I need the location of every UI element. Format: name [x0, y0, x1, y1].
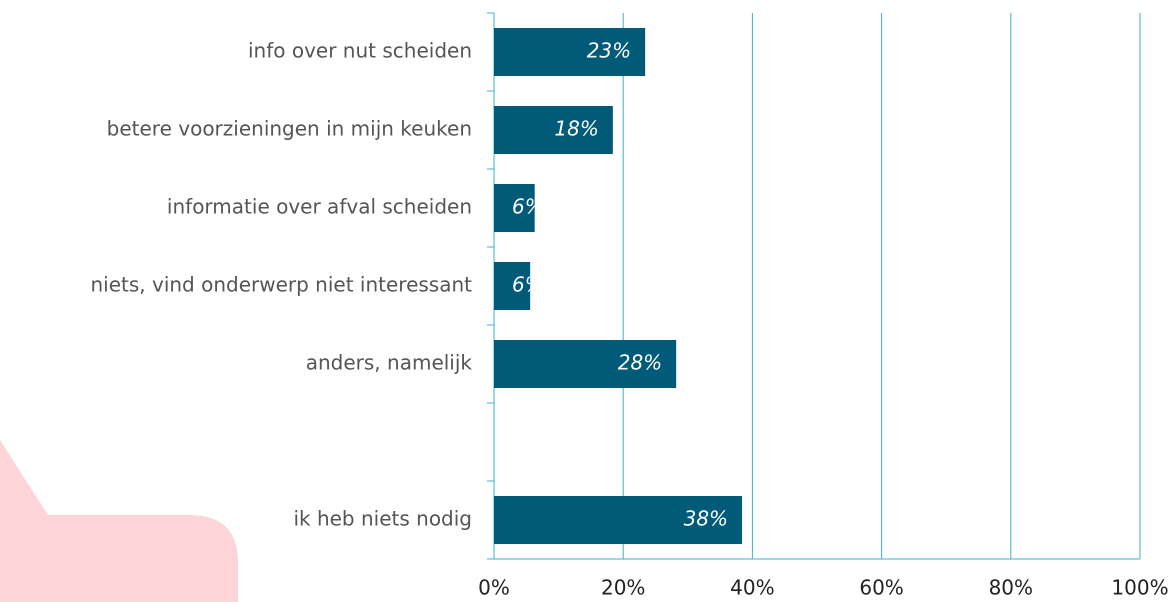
category-label: anders, namelijk	[306, 351, 473, 375]
x-tick-label: 20%	[601, 576, 645, 600]
value-label: 6%	[512, 273, 544, 297]
value-label: 18%	[554, 117, 598, 141]
value-label: 38%	[684, 507, 728, 531]
category-label: info over nut scheiden	[248, 39, 472, 63]
bar	[494, 496, 743, 544]
bar	[494, 106, 613, 154]
bar	[494, 28, 646, 76]
x-tick-label: 0%	[478, 576, 510, 600]
x-tick-label: 80%	[989, 576, 1033, 600]
value-label: 28%	[618, 351, 662, 375]
bar	[494, 262, 531, 310]
x-tick-label: 40%	[730, 576, 774, 600]
value-label: 23%	[587, 39, 631, 63]
category-label: betere voorzieningen in mijn keuken	[107, 117, 472, 141]
x-tick-label: 100%	[1111, 576, 1168, 600]
bar	[494, 340, 677, 388]
category-label: niets, vind onderwerp niet interessant	[90, 273, 472, 297]
decoration	[0, 440, 238, 602]
category-label: ik heb niets nodig	[293, 507, 472, 531]
bar	[494, 184, 535, 232]
x-tick-label: 60%	[859, 576, 903, 600]
category-label: informatie over afval scheiden	[167, 195, 472, 219]
value-label: 6%	[512, 195, 544, 219]
